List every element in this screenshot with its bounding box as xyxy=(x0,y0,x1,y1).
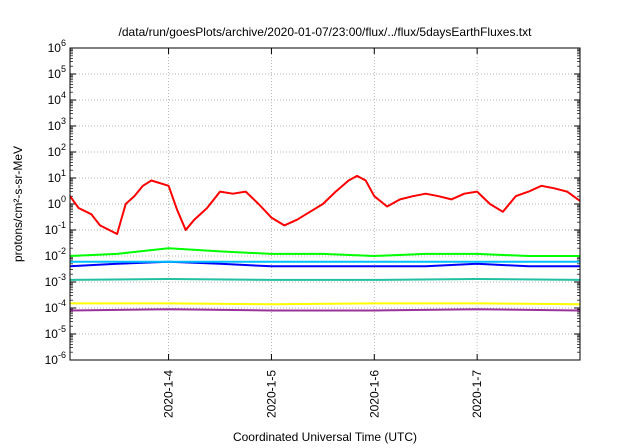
series-line-1 xyxy=(70,247,580,257)
y-tick-label: 106 xyxy=(48,38,66,55)
y-tick-exponent: 4 xyxy=(61,90,66,100)
y-tick-label: 104 xyxy=(48,90,66,107)
y-tick-exponent: 2 xyxy=(61,142,66,152)
series-group xyxy=(70,174,580,312)
y-tick-exponent: 6 xyxy=(61,38,66,48)
x-tick-label: 2020-1-5 xyxy=(264,370,278,418)
y-tick-exponent: -5 xyxy=(58,324,66,334)
y-axis-label: protons/cm²-s-sr-MeV xyxy=(11,146,25,262)
series-line-6 xyxy=(70,308,580,312)
x-tick-label: 2020-1-6 xyxy=(367,370,381,418)
x-tick-label: 2020-1-4 xyxy=(162,370,176,418)
y-tick-label: 103 xyxy=(48,116,66,133)
y-tick-label: 10-3 xyxy=(45,272,66,289)
y-tick-label: 102 xyxy=(48,142,66,159)
y-tick-exponent: -3 xyxy=(58,272,66,282)
y-tick-exponent: 0 xyxy=(61,194,66,204)
series-line-4 xyxy=(70,278,580,281)
x-tick-label: 2020-1-7 xyxy=(470,370,484,418)
y-tick-label: 10-5 xyxy=(45,324,66,341)
y-tick-label: 105 xyxy=(48,64,66,81)
y-tick-exponent: 3 xyxy=(61,116,66,126)
chart-title: /data/run/goesPlots/archive/2020-01-07/2… xyxy=(119,25,533,39)
y-tick-exponent: -4 xyxy=(58,298,66,308)
y-tick-exponent: 1 xyxy=(61,168,66,178)
x-axis-label: Coordinated Universal Time (UTC) xyxy=(233,430,417,444)
y-tick-label: 100 xyxy=(48,194,66,211)
y-tick-exponent: -2 xyxy=(58,246,66,256)
y-tick-exponent: -1 xyxy=(58,220,66,230)
y-tick-label: 10-6 xyxy=(45,350,66,367)
y-tick-label: 10-2 xyxy=(45,246,66,263)
y-tick-exponent: 5 xyxy=(61,64,66,74)
y-tick-exponent: -6 xyxy=(58,350,66,360)
y-tick-label: 10-1 xyxy=(45,220,66,237)
plot-frame xyxy=(69,47,581,361)
y-tick-label: 101 xyxy=(48,168,66,185)
y-tick-label: 10-4 xyxy=(45,298,66,315)
series-line-0 xyxy=(70,174,580,235)
series-line-5 xyxy=(70,302,580,306)
